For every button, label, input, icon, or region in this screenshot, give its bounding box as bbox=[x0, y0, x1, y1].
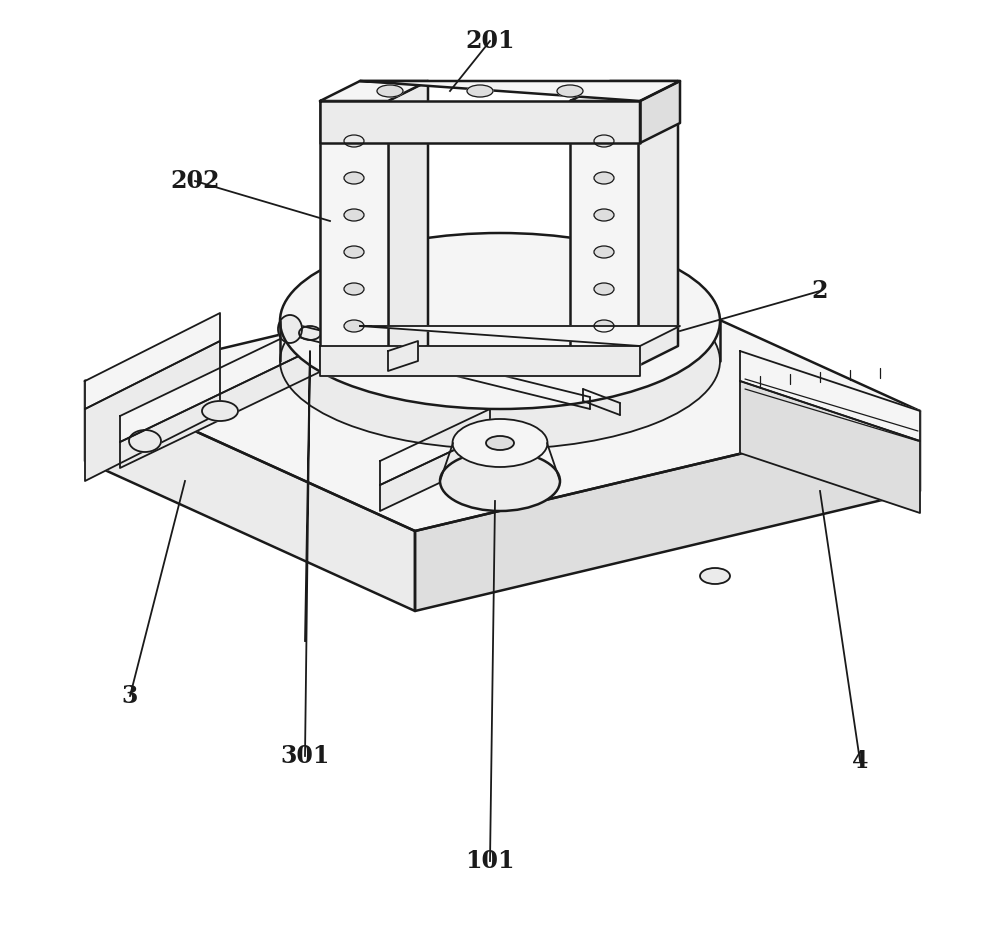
Polygon shape bbox=[360, 81, 680, 101]
Ellipse shape bbox=[594, 209, 614, 221]
Ellipse shape bbox=[344, 246, 364, 258]
Ellipse shape bbox=[344, 135, 364, 147]
Polygon shape bbox=[640, 81, 680, 143]
Ellipse shape bbox=[594, 320, 614, 332]
Ellipse shape bbox=[467, 85, 493, 97]
Ellipse shape bbox=[202, 401, 238, 421]
Polygon shape bbox=[740, 351, 920, 441]
Text: 101: 101 bbox=[465, 849, 515, 873]
Ellipse shape bbox=[557, 85, 583, 97]
Polygon shape bbox=[380, 409, 490, 485]
Text: 301: 301 bbox=[280, 744, 330, 768]
Polygon shape bbox=[120, 329, 355, 468]
Ellipse shape bbox=[129, 430, 161, 452]
Text: 202: 202 bbox=[170, 169, 220, 193]
Ellipse shape bbox=[280, 233, 720, 409]
Ellipse shape bbox=[594, 246, 614, 258]
Polygon shape bbox=[388, 81, 428, 366]
Polygon shape bbox=[388, 341, 418, 371]
Ellipse shape bbox=[700, 568, 730, 584]
Polygon shape bbox=[380, 433, 490, 511]
Ellipse shape bbox=[344, 320, 364, 332]
Ellipse shape bbox=[377, 85, 403, 97]
Ellipse shape bbox=[278, 315, 302, 343]
Ellipse shape bbox=[594, 135, 614, 147]
Polygon shape bbox=[320, 101, 388, 366]
Polygon shape bbox=[570, 101, 638, 366]
Ellipse shape bbox=[452, 419, 548, 467]
Polygon shape bbox=[415, 411, 920, 611]
Ellipse shape bbox=[594, 172, 614, 184]
Polygon shape bbox=[120, 303, 355, 442]
Polygon shape bbox=[85, 261, 920, 531]
Text: 4: 4 bbox=[852, 749, 868, 773]
Polygon shape bbox=[320, 346, 640, 376]
Polygon shape bbox=[320, 81, 428, 101]
Ellipse shape bbox=[594, 283, 614, 295]
Polygon shape bbox=[360, 326, 680, 346]
Text: 2: 2 bbox=[812, 279, 828, 303]
Polygon shape bbox=[85, 313, 220, 409]
Ellipse shape bbox=[440, 451, 560, 511]
Polygon shape bbox=[570, 81, 678, 101]
Ellipse shape bbox=[344, 209, 364, 221]
Ellipse shape bbox=[280, 273, 720, 449]
Ellipse shape bbox=[299, 326, 321, 340]
Ellipse shape bbox=[486, 436, 514, 450]
Ellipse shape bbox=[344, 172, 364, 184]
Polygon shape bbox=[85, 341, 220, 481]
Polygon shape bbox=[638, 81, 678, 366]
Text: 3: 3 bbox=[122, 684, 138, 708]
Text: 201: 201 bbox=[465, 29, 515, 53]
Polygon shape bbox=[740, 381, 920, 513]
Polygon shape bbox=[85, 381, 415, 611]
Ellipse shape bbox=[344, 283, 364, 295]
Polygon shape bbox=[320, 101, 640, 143]
